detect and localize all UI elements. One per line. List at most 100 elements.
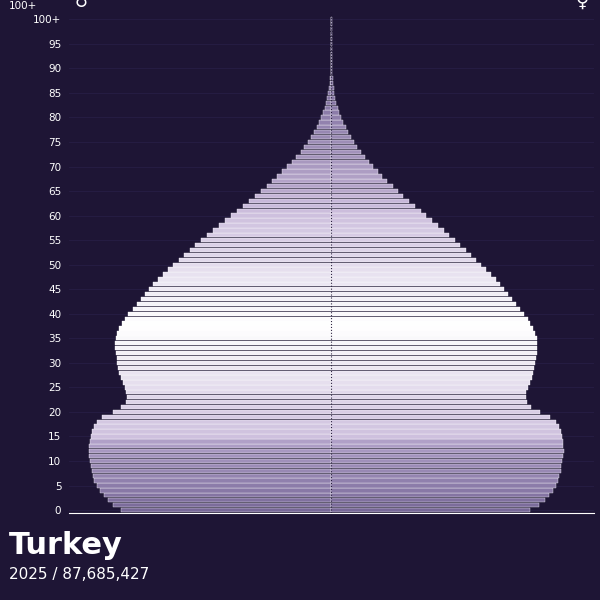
Bar — [329, 86, 331, 90]
Bar — [94, 478, 331, 483]
Bar — [331, 508, 530, 512]
Bar — [122, 322, 331, 326]
Bar — [331, 434, 562, 439]
Bar — [331, 91, 334, 95]
Bar — [331, 209, 421, 213]
Bar — [118, 331, 331, 335]
Bar — [119, 371, 331, 375]
Bar — [90, 439, 331, 443]
Bar — [331, 287, 504, 292]
Bar — [331, 449, 563, 454]
Bar — [107, 498, 331, 502]
Bar — [331, 493, 549, 497]
Bar — [127, 395, 331, 400]
Bar — [237, 209, 331, 213]
Bar — [331, 454, 563, 458]
Bar — [116, 336, 331, 340]
Bar — [262, 189, 331, 193]
Bar — [331, 322, 530, 326]
Bar — [319, 120, 331, 125]
Bar — [331, 464, 562, 468]
Bar — [121, 376, 331, 380]
Text: ♀: ♀ — [575, 0, 589, 11]
Bar — [331, 203, 415, 208]
Bar — [195, 243, 331, 247]
Bar — [331, 179, 388, 184]
Bar — [331, 199, 409, 203]
Bar — [115, 346, 331, 350]
Bar — [331, 307, 520, 311]
Bar — [331, 189, 398, 193]
Bar — [331, 174, 382, 179]
Bar — [331, 218, 432, 223]
Bar — [331, 292, 508, 296]
Bar — [91, 434, 331, 439]
Bar — [331, 419, 556, 424]
Bar — [331, 444, 563, 448]
Text: 100+: 100+ — [8, 1, 37, 11]
Bar — [331, 459, 562, 463]
Bar — [331, 145, 358, 149]
Bar — [219, 223, 331, 227]
Bar — [331, 346, 537, 350]
Bar — [331, 380, 530, 385]
Bar — [158, 277, 331, 281]
Bar — [89, 444, 331, 448]
Bar — [331, 400, 527, 404]
Text: Turkey: Turkey — [9, 531, 123, 560]
Bar — [331, 405, 531, 409]
Bar — [331, 473, 559, 478]
Bar — [331, 106, 338, 110]
Bar — [326, 101, 331, 105]
Bar — [331, 233, 449, 238]
Bar — [277, 174, 331, 179]
Bar — [102, 415, 331, 419]
Bar — [153, 282, 331, 286]
Bar — [311, 135, 331, 139]
Bar — [331, 361, 535, 365]
Bar — [201, 238, 331, 242]
Bar — [116, 351, 331, 355]
Bar — [331, 478, 558, 483]
Bar — [331, 184, 392, 188]
Bar — [331, 135, 351, 139]
Bar — [272, 179, 331, 184]
Bar — [323, 110, 331, 115]
Bar — [92, 469, 331, 473]
Bar — [331, 110, 339, 115]
Bar — [301, 149, 331, 154]
Bar — [119, 326, 331, 331]
Bar — [331, 149, 361, 154]
Bar — [331, 248, 466, 252]
Bar — [331, 194, 403, 198]
Bar — [331, 282, 500, 286]
Bar — [304, 145, 331, 149]
Bar — [163, 272, 331, 277]
Bar — [330, 76, 331, 80]
Bar — [206, 233, 331, 238]
Bar — [116, 356, 331, 360]
Bar — [231, 214, 331, 218]
Bar — [331, 223, 438, 227]
Bar — [331, 125, 346, 130]
Bar — [121, 508, 331, 512]
Bar — [331, 331, 535, 335]
Bar — [94, 424, 331, 429]
Bar — [331, 120, 343, 125]
Text: 2025 / 87,685,427: 2025 / 87,685,427 — [9, 567, 149, 582]
Bar — [331, 228, 443, 233]
Bar — [89, 449, 331, 454]
Bar — [331, 424, 559, 429]
Bar — [137, 302, 331, 306]
Bar — [190, 248, 331, 252]
Bar — [292, 160, 331, 164]
Bar — [168, 268, 331, 272]
Bar — [91, 464, 331, 468]
Bar — [331, 415, 550, 419]
Bar — [267, 184, 331, 188]
Bar — [331, 498, 545, 502]
Bar — [331, 268, 486, 272]
Bar — [287, 164, 331, 169]
Bar — [331, 253, 471, 257]
Bar — [225, 218, 331, 223]
